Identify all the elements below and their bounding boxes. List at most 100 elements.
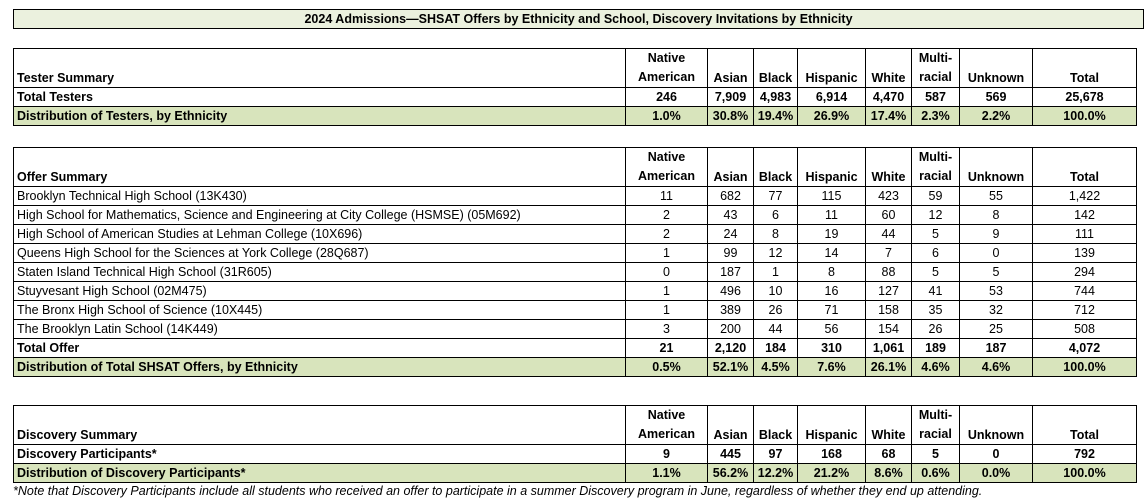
cell: 2.3% xyxy=(911,106,960,126)
footnote: *Note that Discovery Participants includ… xyxy=(13,484,983,498)
cell: 4.6% xyxy=(911,357,960,377)
cell: 26 xyxy=(911,319,960,339)
cell: 2 xyxy=(625,224,708,244)
discovery-participants-row: Discovery Participants* 9 445 97 168 68 … xyxy=(13,444,1137,464)
col-asian: Asian xyxy=(707,147,754,187)
col-hispanic: Hispanic xyxy=(797,405,866,445)
school-row: The Bronx High School of Science (10X445… xyxy=(13,300,1137,320)
school-name: High School of American Studies at Lehma… xyxy=(13,224,626,244)
cell: 200 xyxy=(707,319,754,339)
cell: 99 xyxy=(707,243,754,263)
cell: 187 xyxy=(959,338,1033,358)
cell: 184 xyxy=(753,338,798,358)
cell: 44 xyxy=(865,224,912,244)
section-heading: Offer Summary xyxy=(13,147,626,187)
cell: 1.0% xyxy=(625,106,708,126)
school-name: Staten Island Technical High School (31R… xyxy=(13,262,626,282)
cell: 4,983 xyxy=(753,87,798,107)
total-testers-row: Total Testers 246 7,909 4,983 6,914 4,47… xyxy=(13,87,1137,107)
cell: 52.1% xyxy=(707,357,754,377)
cell: 56.2% xyxy=(707,463,754,483)
col-total: Total xyxy=(1032,147,1137,187)
col-unknown: Unknown xyxy=(959,147,1033,187)
cell: 310 xyxy=(797,338,866,358)
cell: 187 xyxy=(707,262,754,282)
cell: 43 xyxy=(707,205,754,225)
cell: 26.1% xyxy=(865,357,912,377)
school-row: Stuyvesant High School (02M475) 1 496 10 16 1… xyxy=(13,281,1137,301)
cell: 115 xyxy=(797,186,866,206)
school-row: High School for Mathematics, Science and… xyxy=(13,205,1137,225)
cell: 569 xyxy=(959,87,1033,107)
cell: 35 xyxy=(911,300,960,320)
cell: 60 xyxy=(865,205,912,225)
cell: 53 xyxy=(959,281,1033,301)
cell: 7.6% xyxy=(797,357,866,377)
cell: 7 xyxy=(865,243,912,263)
cell: 3 xyxy=(625,319,708,339)
cell: 6 xyxy=(911,243,960,263)
cell: 0 xyxy=(625,262,708,282)
col-multiracial: Multi-racial xyxy=(911,147,960,187)
cell: 5 xyxy=(911,444,960,464)
cell: 55 xyxy=(959,186,1033,206)
cell: 11 xyxy=(797,205,866,225)
cell: 21.2% xyxy=(797,463,866,483)
col-white: White xyxy=(865,405,912,445)
school-row: Brooklyn Technical High School (13K430) 1… xyxy=(13,186,1137,206)
cell: 2 xyxy=(625,205,708,225)
cell: 0.5% xyxy=(625,357,708,377)
cell: 19.4% xyxy=(753,106,798,126)
cell: 16 xyxy=(797,281,866,301)
cell: 30.8% xyxy=(707,106,754,126)
school-name: The Bronx High School of Science (10X445… xyxy=(13,300,626,320)
col-multiracial: Multi-racial xyxy=(911,405,960,445)
cell: 508 xyxy=(1032,319,1137,339)
row-label: Distribution of Testers, by Ethnicity xyxy=(13,106,626,126)
cell: 59 xyxy=(911,186,960,206)
cell: 26 xyxy=(753,300,798,320)
cell: 423 xyxy=(865,186,912,206)
cell: 154 xyxy=(865,319,912,339)
cell: 24 xyxy=(707,224,754,244)
cell: 100.0% xyxy=(1032,106,1137,126)
col-hispanic: Hispanic xyxy=(797,48,866,88)
cell: 0 xyxy=(959,444,1033,464)
row-label: Distribution of Discovery Participants* xyxy=(13,463,626,483)
school-row: The Brooklyn Latin School (14K449) 3 200 44… xyxy=(13,319,1137,339)
cell: 2,120 xyxy=(707,338,754,358)
col-unknown: Unknown xyxy=(959,48,1033,88)
cell: 111 xyxy=(1032,224,1137,244)
col-white: White xyxy=(865,48,912,88)
col-multiracial: Multi-racial xyxy=(911,48,960,88)
cell: 9 xyxy=(959,224,1033,244)
cell: 587 xyxy=(911,87,960,107)
tester-summary-table: Tester Summary Native American Asian Blac… xyxy=(13,48,1137,126)
cell: 19 xyxy=(797,224,866,244)
cell: 7,909 xyxy=(707,87,754,107)
cell: 1 xyxy=(625,300,708,320)
cell: 2.2% xyxy=(959,106,1033,126)
section-heading: Discovery Summary xyxy=(13,405,626,445)
cell: 12.2% xyxy=(753,463,798,483)
cell: 88 xyxy=(865,262,912,282)
cell: 6,914 xyxy=(797,87,866,107)
cell: 4.6% xyxy=(959,357,1033,377)
cell: 8 xyxy=(753,224,798,244)
cell: 712 xyxy=(1032,300,1137,320)
cell: 246 xyxy=(625,87,708,107)
row-label: Distribution of Total SHSAT Offers, by E… xyxy=(13,357,626,377)
cell: 1,061 xyxy=(865,338,912,358)
cell: 11 xyxy=(625,186,708,206)
cell: 5 xyxy=(911,262,960,282)
cell: 389 xyxy=(707,300,754,320)
cell: 142 xyxy=(1032,205,1137,225)
cell: 26.9% xyxy=(797,106,866,126)
cell: 168 xyxy=(797,444,866,464)
school-row: Staten Island Technical High School (31R… xyxy=(13,262,1137,282)
col-unknown: Unknown xyxy=(959,405,1033,445)
col-total: Total xyxy=(1032,405,1137,445)
cell: 496 xyxy=(707,281,754,301)
cell: 97 xyxy=(753,444,798,464)
row-label: Total Testers xyxy=(13,87,626,107)
